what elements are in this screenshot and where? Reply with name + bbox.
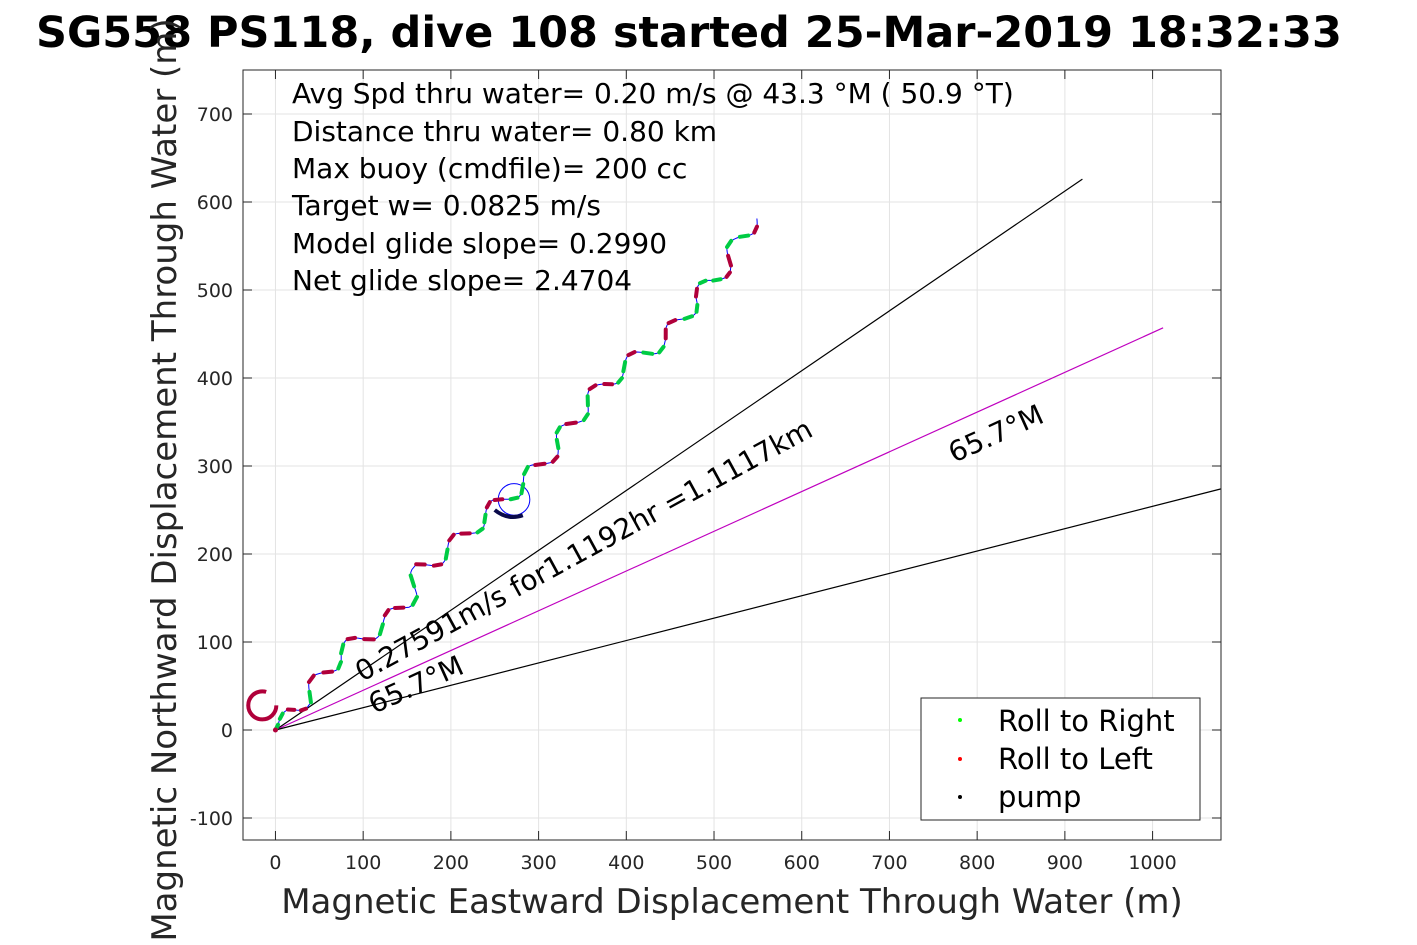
track-roll-marker <box>410 594 419 607</box>
legend-label-roll-right: Roll to Right <box>998 704 1175 738</box>
track-roll-marker <box>581 412 590 423</box>
track-roll-marker <box>621 360 628 374</box>
track-roll-marker <box>626 350 637 358</box>
track-roll-marker <box>475 526 485 535</box>
track-roll-marker <box>408 573 417 589</box>
y-tick-label: 700 <box>197 104 233 126</box>
track-roll-marker <box>519 482 526 496</box>
legend-marker-roll-left <box>958 757 962 761</box>
track-start-point <box>272 727 278 733</box>
track-roll-marker <box>277 711 285 721</box>
track-start-hook <box>246 689 279 722</box>
track-roll-marker <box>725 238 734 250</box>
reference-line-heading <box>275 327 1164 731</box>
y-tick-label: 600 <box>197 192 233 214</box>
track-roll-marker <box>554 425 562 435</box>
track-roll-marker <box>484 500 492 510</box>
track-roll-marker <box>641 350 655 356</box>
track-roll-marker <box>564 420 578 426</box>
y-tick-label: 500 <box>197 280 233 302</box>
track-roll-marker <box>711 277 723 283</box>
track-roll-marker <box>508 495 520 502</box>
track-roll-marker <box>431 562 444 568</box>
track-roll-marker <box>482 512 488 525</box>
y-tick-label: 0 <box>221 720 233 742</box>
x-tick-label: 300 <box>520 852 556 874</box>
x-tick-label: 700 <box>871 852 907 874</box>
x-tick-label: 900 <box>1047 852 1083 874</box>
info-line-net-glide-slope: Net glide slope= 2.4704 <box>292 264 632 297</box>
reference-lines <box>275 178 1222 731</box>
y-tick-label: 300 <box>197 456 233 478</box>
y-tick-label: 200 <box>197 544 233 566</box>
track-roll-marker <box>726 253 733 268</box>
legend-label-roll-left: Roll to Left <box>998 742 1153 776</box>
reference-line-lower-bound <box>275 488 1222 731</box>
track-roll-marker <box>694 302 700 314</box>
x-tick-label: 1000 <box>1128 852 1176 874</box>
track-roll-marker <box>724 270 732 279</box>
glider-track <box>246 218 759 733</box>
info-line-target-w: Target w= 0.0825 m/s <box>291 189 601 222</box>
track-roll-marker <box>307 689 313 705</box>
x-tick-label: 600 <box>784 852 820 874</box>
track-roll-marker <box>336 660 343 671</box>
track-roll-marker <box>550 454 560 464</box>
track-roll-marker <box>737 233 751 239</box>
x-tick-label: 400 <box>608 852 644 874</box>
axis-ticks: 0 100 200 300 400 500 600 700 800 900 1000 -100 0 100… <box>190 70 1221 874</box>
x-tick-label: 200 <box>433 852 469 874</box>
track-roll-marker <box>377 622 385 637</box>
x-axis-label: Magnetic Eastward Displacement Through W… <box>281 882 1183 922</box>
legend-marker-pump <box>958 795 962 799</box>
track-roll-marker <box>697 278 708 286</box>
legend-box <box>920 697 1201 821</box>
track-roll-marker <box>682 314 695 321</box>
track-roll-marker <box>447 532 456 543</box>
track-roll-marker <box>339 642 346 656</box>
track-roll-marker <box>298 706 309 713</box>
y-tick-label: 100 <box>197 632 233 654</box>
grid-lines <box>243 70 1221 840</box>
track-roll-marker <box>657 344 666 355</box>
track-roll-marker <box>382 608 391 618</box>
x-tick-label: 800 <box>959 852 995 874</box>
legend-label-pump: pump <box>998 780 1081 814</box>
track-roll-marker <box>443 547 450 561</box>
x-tick-label: 100 <box>345 852 381 874</box>
x-tick-label: 500 <box>696 852 732 874</box>
reference-line-upper-bound <box>275 178 1083 731</box>
y-tick-label: -100 <box>190 808 233 830</box>
track-roll-marker <box>321 669 335 675</box>
track-roll-marker <box>492 497 505 502</box>
track-roll-marker <box>616 376 624 385</box>
x-tick-label: 0 <box>269 852 281 874</box>
track-roll-marker <box>666 318 678 326</box>
info-line-avg-speed: Avg Spd thru water= 0.20 m/s @ 43.3 °M (… <box>292 77 1014 110</box>
y-tick-label: 400 <box>197 368 233 390</box>
y-axis-label: Magnetic Northward Displacement Through … <box>145 18 185 941</box>
track-roll-marker <box>522 465 530 477</box>
info-line-model-glide-slope: Model glide slope= 0.2990 <box>292 227 667 260</box>
info-line-max-buoy: Max buoy (cmdfile)= 200 cc <box>292 152 687 185</box>
track-roll-marker <box>306 673 316 685</box>
info-line-distance: Distance thru water= 0.80 km <box>292 115 717 148</box>
track-roll-marker <box>752 224 759 235</box>
track-pump-segment <box>493 508 524 520</box>
track-roll-marker <box>345 635 358 642</box>
track-roll-marker <box>693 286 699 299</box>
plot-frame <box>242 69 1222 841</box>
track-roll-marker <box>587 383 598 392</box>
chart-title: SG558 PS118, dive 108 started 25-Mar-201… <box>36 8 1342 58</box>
legend: Roll to Right Roll to Left pump <box>920 697 1201 821</box>
dive-info-block: Avg Spd thru water= 0.20 m/s @ 43.3 °M (… <box>291 77 1014 297</box>
track-roll-marker <box>554 437 561 451</box>
legend-marker-roll-right <box>958 718 962 722</box>
track-roll-marker <box>533 461 547 467</box>
